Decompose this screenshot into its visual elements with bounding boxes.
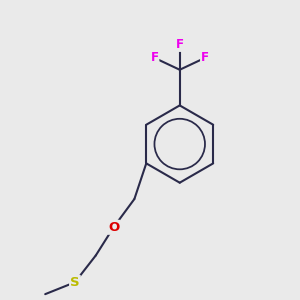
Text: O: O — [108, 221, 119, 234]
Text: F: F — [201, 51, 209, 64]
Text: F: F — [151, 51, 158, 64]
Text: F: F — [176, 38, 184, 51]
Text: S: S — [70, 276, 80, 289]
